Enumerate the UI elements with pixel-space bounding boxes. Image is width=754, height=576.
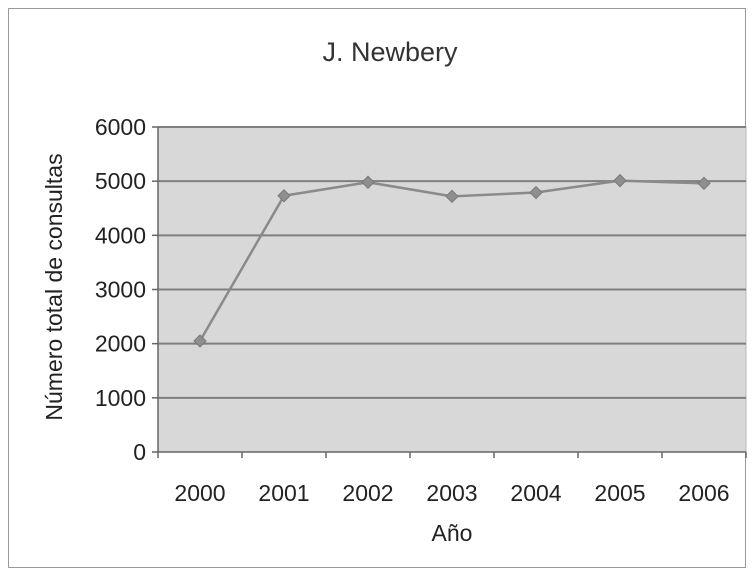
y-tick-label: 4000 (95, 222, 146, 248)
y-tick-label: 5000 (95, 168, 146, 194)
y-tick-label: 3000 (95, 277, 146, 303)
x-axis-title: Año (432, 520, 473, 546)
x-tick-label: 2000 (174, 480, 225, 506)
y-tick-label: 6000 (95, 114, 146, 140)
y-tick-label: 1000 (95, 385, 146, 411)
x-tick-label: 2003 (426, 480, 477, 506)
y-axis-title: Número total de consultas (41, 153, 67, 420)
y-tick-label: 2000 (95, 331, 146, 357)
x-tick-label: 2002 (342, 480, 393, 506)
x-tick-label: 2005 (594, 480, 645, 506)
chart-title: J. Newbery (322, 37, 458, 67)
y-tick-label: 0 (133, 439, 146, 465)
x-tick-label: 2006 (678, 480, 729, 506)
x-tick-label: 2001 (258, 480, 309, 506)
x-tick-label: 2004 (510, 480, 561, 506)
